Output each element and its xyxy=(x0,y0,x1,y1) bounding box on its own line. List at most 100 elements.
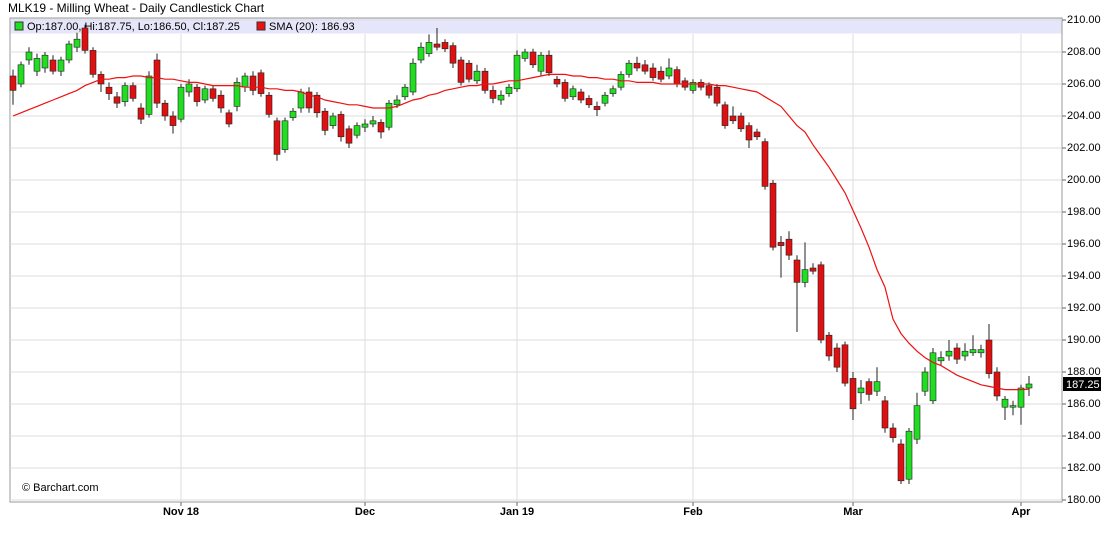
candle-body xyxy=(697,82,705,88)
candle-body xyxy=(153,59,161,104)
candle-body xyxy=(225,112,233,125)
candle-body xyxy=(57,59,65,72)
candle-body xyxy=(993,371,1001,397)
candle-body xyxy=(33,58,41,72)
x-tick-label: Jan 19 xyxy=(500,506,534,518)
candle-body xyxy=(177,86,185,120)
candle-body xyxy=(1025,383,1033,389)
candle-body xyxy=(561,82,569,99)
candle-body xyxy=(889,427,897,438)
candle-body xyxy=(689,82,697,91)
candle-body xyxy=(729,115,737,122)
candle-body xyxy=(817,264,825,341)
candle-body xyxy=(985,339,993,374)
y-tick-label: 208.00 xyxy=(1067,46,1101,58)
sma-line xyxy=(12,73,1030,391)
candle-body xyxy=(289,110,297,118)
candle-body xyxy=(65,43,73,61)
candle-body xyxy=(25,51,33,61)
candle-body xyxy=(465,62,473,80)
candle-body xyxy=(73,38,81,48)
y-tick-label: 200.00 xyxy=(1067,174,1101,186)
candle-body xyxy=(937,357,945,362)
candle-body xyxy=(353,125,361,136)
credit: © Barchart.com xyxy=(22,482,99,494)
x-tick-label: Dec xyxy=(355,506,375,518)
candle-body xyxy=(601,94,609,104)
candle-body xyxy=(577,91,585,101)
candle-body xyxy=(585,98,593,106)
y-tick-label: 196.00 xyxy=(1067,238,1101,250)
y-tick-label: 190.00 xyxy=(1067,334,1101,346)
candle-body xyxy=(833,347,841,368)
candle-body xyxy=(665,67,673,77)
candle-body xyxy=(257,72,265,94)
plot-frame xyxy=(9,17,1063,503)
candle-body xyxy=(705,85,713,96)
candle-body xyxy=(649,67,657,78)
legend-band xyxy=(10,18,1062,34)
candle-body xyxy=(721,104,729,126)
candle-body xyxy=(369,120,377,125)
candle-body xyxy=(865,381,873,395)
candle-body xyxy=(129,85,137,99)
candle-body xyxy=(657,70,665,80)
candle-body xyxy=(825,334,833,357)
candle-body xyxy=(513,54,521,90)
candle-body xyxy=(121,85,129,102)
candle-body xyxy=(873,381,881,392)
candle-body xyxy=(401,86,409,98)
candle-body xyxy=(393,99,401,106)
candle-body xyxy=(529,51,537,66)
candle-body xyxy=(945,350,953,357)
candle-body xyxy=(921,371,929,392)
candle-body xyxy=(545,54,553,74)
candle-body xyxy=(569,88,577,98)
candle-body xyxy=(737,115,745,130)
candle-body xyxy=(89,50,97,75)
candle-body xyxy=(217,94,225,109)
candle-body xyxy=(81,27,89,51)
legend-sma: SMA (20): 186.93 xyxy=(269,21,355,33)
candle-body xyxy=(137,107,145,120)
x-tick-label: Apr xyxy=(1012,506,1032,518)
candle-body xyxy=(305,91,313,109)
candle-body xyxy=(969,349,977,354)
candle-body xyxy=(161,102,169,117)
candle-body xyxy=(209,88,217,99)
candle-body xyxy=(273,120,281,155)
candle-body xyxy=(337,114,345,138)
candle-body xyxy=(1001,398,1009,408)
candle-body xyxy=(193,86,201,102)
y-tick-label: 188.00 xyxy=(1067,366,1101,378)
candle-body xyxy=(449,45,457,64)
x-tick-label: Mar xyxy=(843,506,863,518)
y-tick-label: 206.00 xyxy=(1067,78,1101,90)
legend-swatch xyxy=(14,21,24,31)
y-tick-label: 204.00 xyxy=(1067,110,1101,122)
candle-body xyxy=(17,64,25,85)
y-tick-label: 210.00 xyxy=(1067,14,1101,26)
candle-body xyxy=(385,102,393,128)
candle-body xyxy=(233,82,241,107)
candle-body xyxy=(633,62,641,69)
candle-body xyxy=(745,125,753,141)
y-tick-label: 192.00 xyxy=(1067,302,1101,314)
candle-body xyxy=(809,267,817,272)
candle-body xyxy=(913,405,921,440)
y-tick-label: 180.00 xyxy=(1067,494,1101,506)
candle-body xyxy=(377,122,385,133)
candle-body xyxy=(841,344,849,384)
candle-body xyxy=(417,46,425,61)
candle-body xyxy=(265,94,273,115)
candle-body xyxy=(977,349,985,354)
candle-body xyxy=(345,128,353,144)
x-tick-label: Feb xyxy=(683,506,703,518)
y-tick-label: 194.00 xyxy=(1067,270,1101,282)
candle-body xyxy=(497,94,505,101)
candle-body xyxy=(849,378,857,410)
legend-swatch xyxy=(256,21,266,31)
y-tick-label: 186.00 xyxy=(1067,398,1101,410)
candle-body xyxy=(105,86,113,94)
